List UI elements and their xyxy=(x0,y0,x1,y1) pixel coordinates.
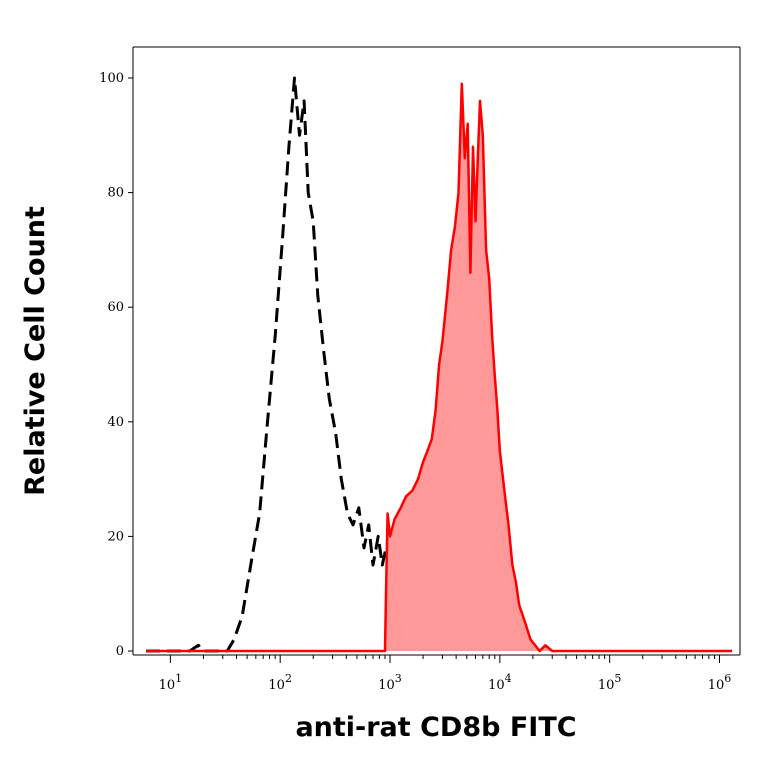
control-histogram-line xyxy=(146,76,391,653)
y-axis-title: Relative Cell Count xyxy=(20,206,51,496)
y-tick-label: 80 xyxy=(107,186,124,201)
x-tick-label: 101 xyxy=(159,672,183,693)
series-layer xyxy=(146,76,732,653)
y-axis-ticks: 0 20 40 60 80 100 xyxy=(99,71,133,659)
positive-histogram-line xyxy=(146,82,732,653)
x-tick-label: 104 xyxy=(488,672,512,693)
y-tick-label: 40 xyxy=(107,415,124,430)
plot-frame xyxy=(132,46,741,656)
y-tick-label: 20 xyxy=(107,529,124,544)
x-axis-ticks: 101 102 103 104 105 106 xyxy=(159,655,732,693)
x-tick-label: 105 xyxy=(598,672,622,693)
y-tick-label: 0 xyxy=(116,644,124,659)
x-tick-label: 102 xyxy=(268,672,292,693)
y-tick-label: 100 xyxy=(99,71,124,86)
x-axis-title: anti-rat CD8b FITC xyxy=(295,712,576,743)
x-tick-label: 103 xyxy=(378,672,402,693)
x-tick-label: 106 xyxy=(708,672,732,693)
y-tick-label: 60 xyxy=(107,300,124,315)
